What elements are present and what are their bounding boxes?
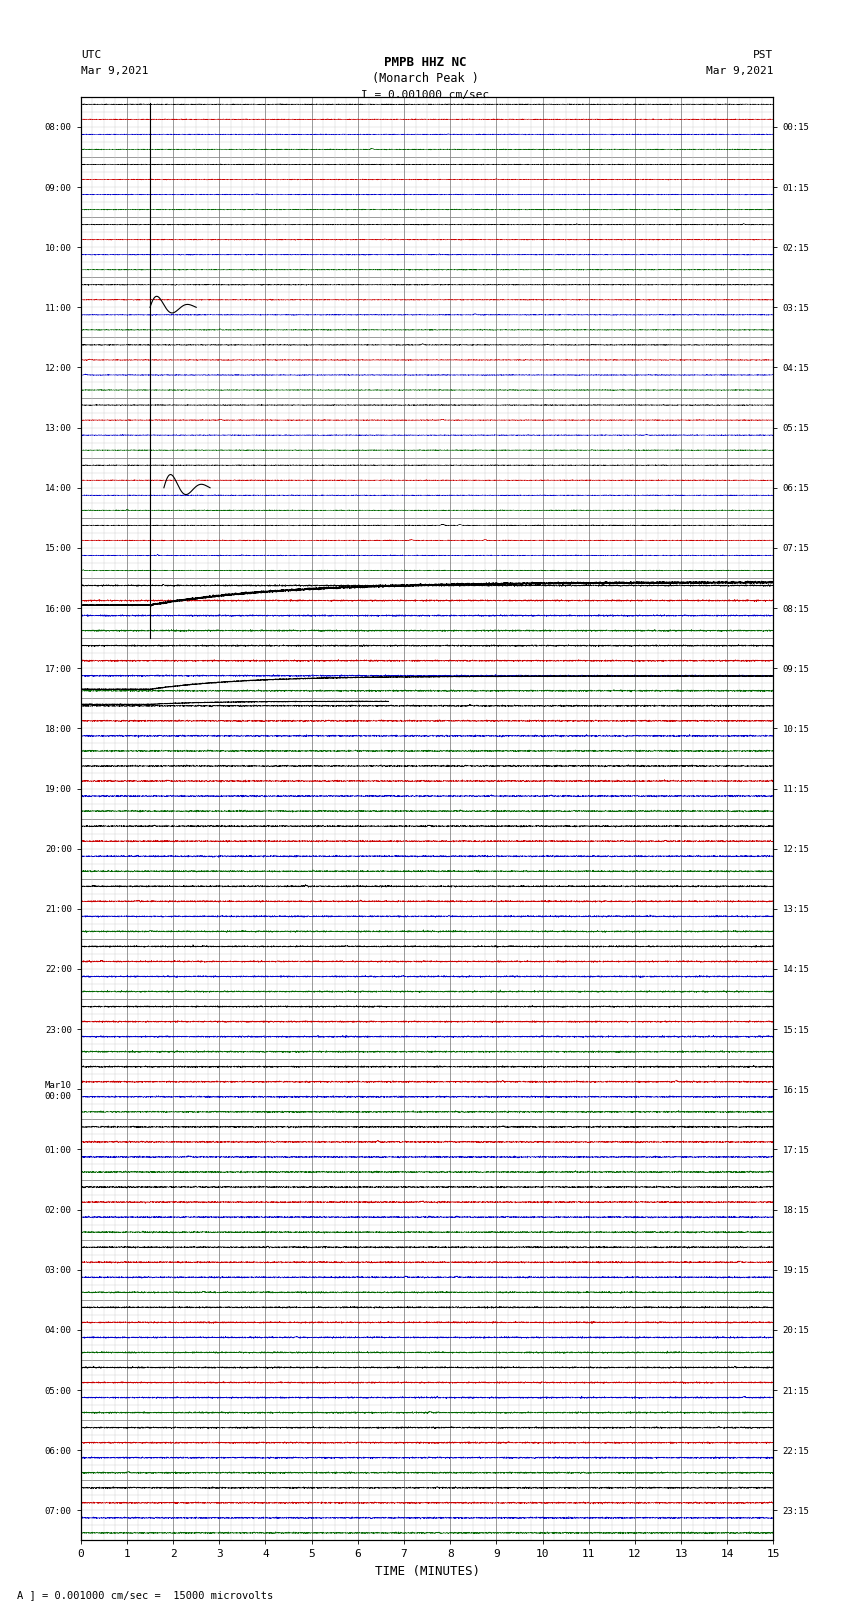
Text: (Monarch Peak ): (Monarch Peak ) (371, 73, 479, 85)
Text: PST: PST (753, 50, 774, 60)
Text: PMPB HHZ NC: PMPB HHZ NC (383, 56, 467, 69)
X-axis label: TIME (MINUTES): TIME (MINUTES) (375, 1565, 479, 1578)
Text: Mar 9,2021: Mar 9,2021 (81, 66, 148, 76)
Text: A ] = 0.001000 cm/sec =  15000 microvolts: A ] = 0.001000 cm/sec = 15000 microvolts (17, 1590, 273, 1600)
Text: Mar 9,2021: Mar 9,2021 (706, 66, 774, 76)
Text: UTC: UTC (81, 50, 101, 60)
Text: I = 0.001000 cm/sec: I = 0.001000 cm/sec (361, 90, 489, 100)
